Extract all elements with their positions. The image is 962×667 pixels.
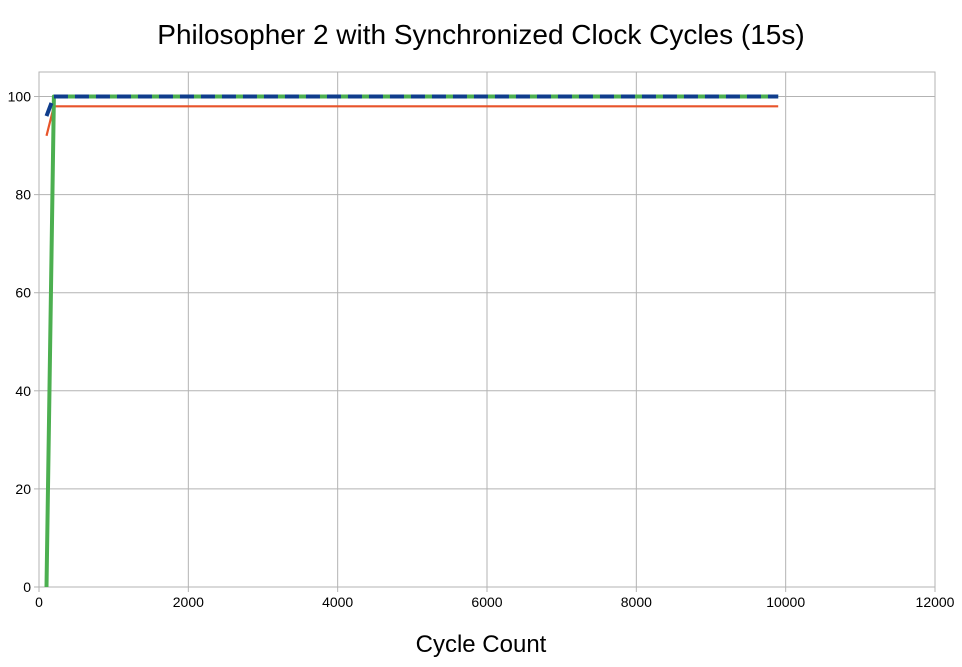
series-line-3 [44,94,779,117]
x-axis-label: Cycle Count [416,631,547,658]
series-group [44,94,779,588]
x-tick-label: 4000 [322,594,353,610]
x-tick-label: 12000 [916,594,955,610]
y-tick-label: 100 [8,89,32,105]
series-line-1 [45,105,779,137]
series-line-2 [44,94,779,588]
x-tick-label: 6000 [471,594,502,610]
x-tick-label: 8000 [621,594,652,610]
y-tick-label: 60 [15,285,31,301]
y-tick-label: 40 [15,383,31,399]
x-axis-ticks: 0 2000 4000 6000 8000 10000 12000 [35,587,955,610]
y-tick-label: 20 [15,481,31,497]
x-tick-label: 10000 [766,594,805,610]
y-axis-ticks: 0 20 40 60 80 100 [8,89,39,595]
grid [38,72,936,588]
x-tick-label: 0 [35,594,43,610]
chart-title: Philosopher 2 with Synchronized Clock Cy… [157,19,804,50]
x-tick-label: 2000 [173,594,204,610]
y-tick-label: 80 [15,187,31,203]
y-tick-label: 0 [23,579,31,595]
